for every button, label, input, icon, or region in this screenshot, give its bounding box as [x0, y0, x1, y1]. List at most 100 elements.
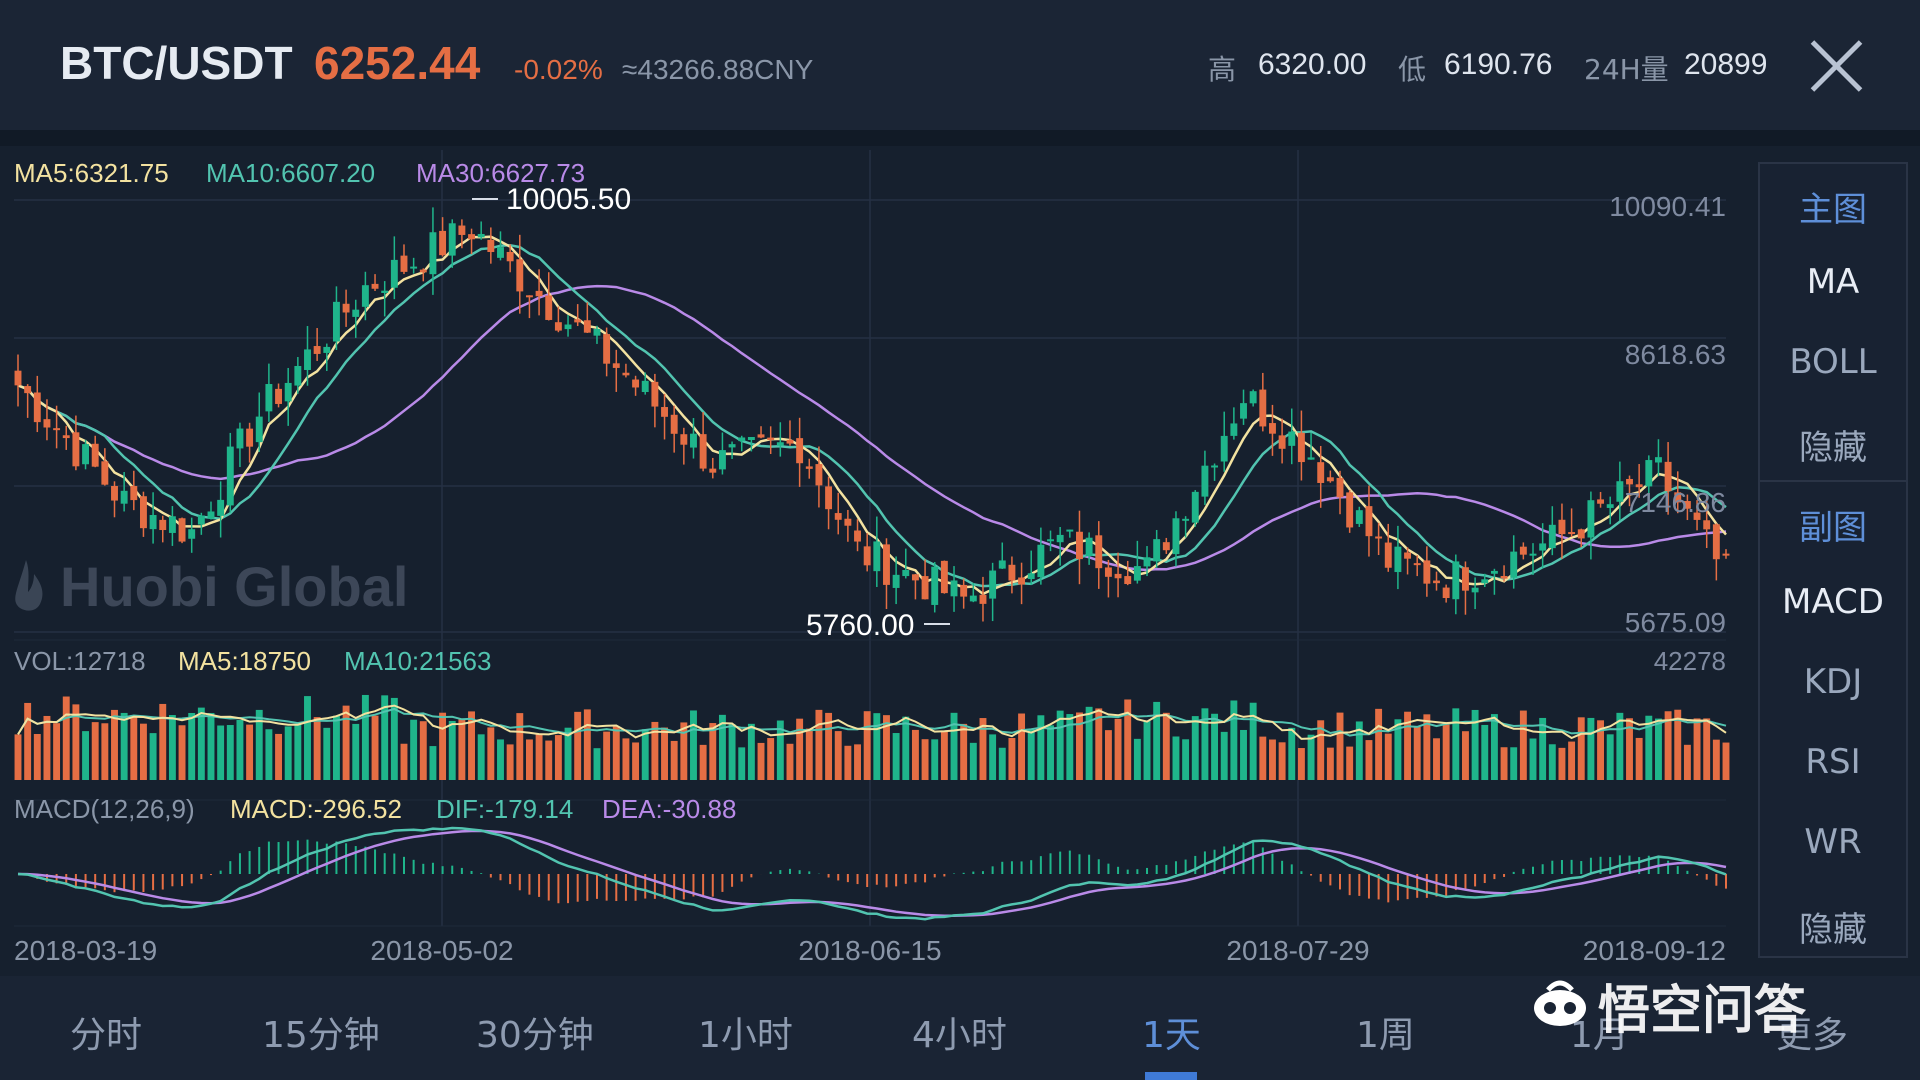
candle-body	[622, 372, 630, 376]
candle-body	[1269, 423, 1276, 434]
candle-body	[1317, 462, 1325, 483]
candle-body	[477, 233, 485, 238]
volume-bar	[1269, 739, 1276, 780]
volume-bar	[612, 726, 620, 780]
indicator-rsi[interactable]: RSI	[1805, 742, 1861, 782]
volume-bar	[1404, 711, 1412, 780]
candle-body	[873, 541, 881, 572]
candles	[14, 207, 1730, 622]
volume-bar	[1394, 719, 1402, 780]
tab-1week[interactable]: 1周	[1356, 1015, 1415, 1056]
close-icon[interactable]	[1806, 36, 1866, 96]
volume-bar	[101, 723, 109, 780]
indicator-panel: 主图 MA BOLL 隐藏 副图 MACD KDJ RSI WR 隐藏	[1758, 162, 1908, 958]
candle-body	[1288, 431, 1296, 446]
macd-value: MACD:-296.52	[230, 794, 402, 824]
candle-body	[82, 444, 90, 465]
volume-bar	[709, 723, 717, 780]
volume-bar	[1085, 706, 1093, 780]
volume-bar	[728, 724, 736, 780]
candle-body	[72, 432, 80, 467]
volume-bar	[178, 725, 186, 780]
candle-body	[1481, 579, 1489, 584]
candle-body	[815, 464, 823, 486]
volume-bar	[1133, 738, 1141, 780]
volume-bar	[583, 709, 591, 780]
volume-bar	[487, 727, 495, 780]
candle-body	[593, 328, 601, 336]
volume-bar	[1288, 727, 1296, 780]
tab-1day[interactable]: 1天	[1142, 1015, 1201, 1056]
volume-bar	[1259, 736, 1267, 780]
candle-body	[661, 407, 668, 417]
y-tick: 10090.41	[1609, 191, 1726, 222]
volume-bar	[844, 745, 852, 780]
volume-bar	[1143, 720, 1151, 780]
volume-bar	[1548, 744, 1556, 780]
candle-body	[1104, 567, 1112, 577]
indicator-macd[interactable]: MACD	[1782, 582, 1884, 622]
high-label: 高	[1208, 53, 1237, 86]
candle-body	[738, 437, 746, 442]
tab-1hour[interactable]: 1小时	[698, 1015, 793, 1056]
candle-body	[101, 461, 109, 485]
volume-bar	[786, 743, 794, 780]
candle-body	[43, 419, 51, 428]
tab-1month[interactable]: 1月	[1570, 1015, 1629, 1056]
candle-body	[854, 530, 861, 542]
volume-bar	[767, 738, 775, 780]
candle-body	[1462, 567, 1469, 591]
volume-bar	[574, 711, 582, 780]
ma10-legend: MA10:6607.20	[206, 158, 375, 188]
tab-30min[interactable]: 30分钟	[476, 1015, 594, 1056]
candle-body	[159, 519, 167, 531]
volume-bar	[718, 714, 726, 780]
kline-chart[interactable]: Huobi Global MA5:6321.75 MA10:6607.20 MA…	[0, 146, 1750, 976]
candle-body	[1433, 580, 1440, 584]
volume-bar	[1018, 713, 1026, 780]
panel-divider	[1760, 480, 1906, 482]
candle-body	[1133, 566, 1141, 581]
volume-bar	[1375, 708, 1383, 780]
indicator-ma[interactable]: MA	[1806, 262, 1860, 302]
x-date: 2018-05-02	[370, 935, 513, 966]
indicator-sub-hide[interactable]: 隐藏	[1799, 910, 1867, 950]
volume-bar	[506, 744, 514, 780]
indicator-wr[interactable]: WR	[1804, 822, 1862, 862]
volume-bar	[854, 744, 861, 780]
volume-bar	[255, 709, 263, 780]
indicator-kdj[interactable]: KDJ	[1803, 662, 1863, 702]
volume-bar	[1365, 740, 1373, 780]
volume-bar	[410, 719, 418, 780]
volume-bar	[323, 727, 331, 780]
candle-body	[1490, 570, 1498, 574]
volume-bar	[120, 712, 128, 780]
candle-body	[844, 518, 852, 526]
volume-bar	[1124, 699, 1132, 780]
volume-bar	[381, 695, 389, 780]
volume-bar	[1326, 747, 1334, 780]
volume-bar	[825, 712, 833, 780]
tab-timeline[interactable]: 分时	[70, 1015, 143, 1056]
indicator-main-hide[interactable]: 隐藏	[1799, 428, 1867, 468]
volume-bar	[1172, 736, 1180, 780]
volume-bar	[236, 719, 244, 780]
candle-body	[62, 435, 70, 439]
x-date: 2018-06-15	[798, 935, 941, 966]
volume-bar	[950, 712, 958, 780]
volume-bar	[535, 734, 543, 780]
volume-bar	[1712, 739, 1720, 780]
candle-body	[1211, 465, 1219, 468]
tab-15min[interactable]: 15分钟	[262, 1015, 380, 1056]
volume-bar	[207, 712, 215, 780]
candle-body	[1394, 546, 1402, 573]
indicator-boll[interactable]: BOLL	[1789, 342, 1877, 382]
tab-4hour[interactable]: 4小时	[912, 1015, 1007, 1056]
tab-more[interactable]: 更多	[1776, 1015, 1849, 1056]
candle-body	[1018, 577, 1026, 585]
volume-bar	[1346, 746, 1354, 780]
candle-body	[410, 266, 418, 269]
volume-bar	[1500, 747, 1508, 780]
volume-bar	[342, 705, 350, 780]
candle-body	[217, 499, 225, 516]
